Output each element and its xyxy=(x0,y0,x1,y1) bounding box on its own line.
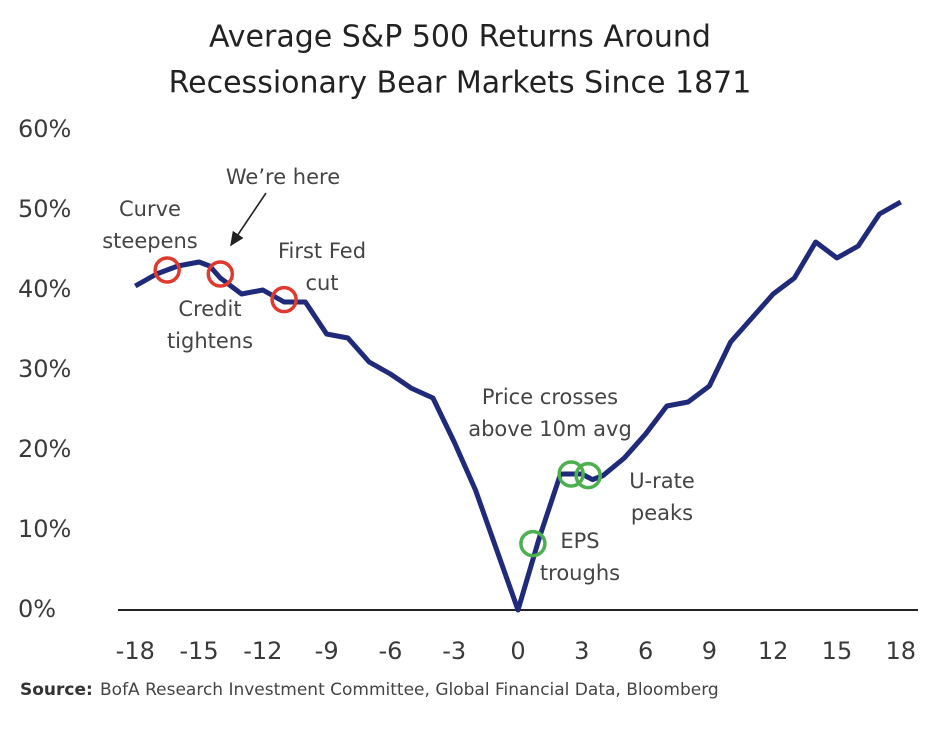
chart-title: Recessionary Bear Markets Since 1871 xyxy=(169,66,752,101)
x-tick-label: -9 xyxy=(315,637,339,665)
line-series xyxy=(134,199,902,613)
x-tick-label: -6 xyxy=(378,637,402,665)
annotation-label: troughs xyxy=(540,561,620,585)
x-tick-label: 18 xyxy=(885,637,916,665)
y-tick-label: 50% xyxy=(18,195,71,223)
x-tick-label: -18 xyxy=(116,637,155,665)
source-label: Source: xyxy=(20,680,93,700)
annotation-label: First Fed xyxy=(278,239,366,263)
annotation-label: Credit xyxy=(178,297,241,321)
annotation-label: Curve xyxy=(119,197,181,221)
y-tick-label: 0% xyxy=(18,595,56,623)
x-tick-label: -3 xyxy=(442,637,466,665)
y-tick-label: 20% xyxy=(18,435,71,463)
y-tick-label: 10% xyxy=(18,515,71,543)
callout-arrow xyxy=(230,192,267,247)
x-tick-label: 15 xyxy=(822,637,853,665)
annotation-label: above 10m avg xyxy=(468,417,632,441)
annotation-marker xyxy=(206,260,235,288)
annotation-marker xyxy=(574,461,602,490)
annotation-label: steepens xyxy=(102,229,198,253)
y-tick-label: 30% xyxy=(18,355,71,383)
x-tick-label: -15 xyxy=(179,637,218,665)
x-tick-label: -12 xyxy=(243,637,282,665)
callout: We’re here xyxy=(226,165,340,189)
x-tick-label: 0 xyxy=(510,637,525,665)
y-tick-label: 60% xyxy=(18,115,71,143)
annotation-label: EPS xyxy=(560,529,599,553)
annotation-label: Price crosses xyxy=(482,385,618,409)
source: BofA Research Investment Committee, Glob… xyxy=(100,680,719,700)
annotation-marker xyxy=(270,285,298,314)
chart-title: Average S&P 500 Returns Around xyxy=(209,20,711,55)
annotation-label: cut xyxy=(305,271,338,295)
annotation-label: tightens xyxy=(167,329,253,353)
annotation-marker xyxy=(557,460,585,488)
annotation-label: peaks xyxy=(631,501,693,525)
annotation-label: U-rate xyxy=(629,469,695,493)
x-tick-label: 3 xyxy=(574,637,589,665)
x-tick-label: 6 xyxy=(638,637,653,665)
annotation-marker xyxy=(519,529,547,558)
x-tick-label: 12 xyxy=(758,637,789,665)
y-tick-label: 40% xyxy=(18,275,71,303)
annotation-marker xyxy=(153,256,181,284)
x-tick-label: 9 xyxy=(702,637,717,665)
